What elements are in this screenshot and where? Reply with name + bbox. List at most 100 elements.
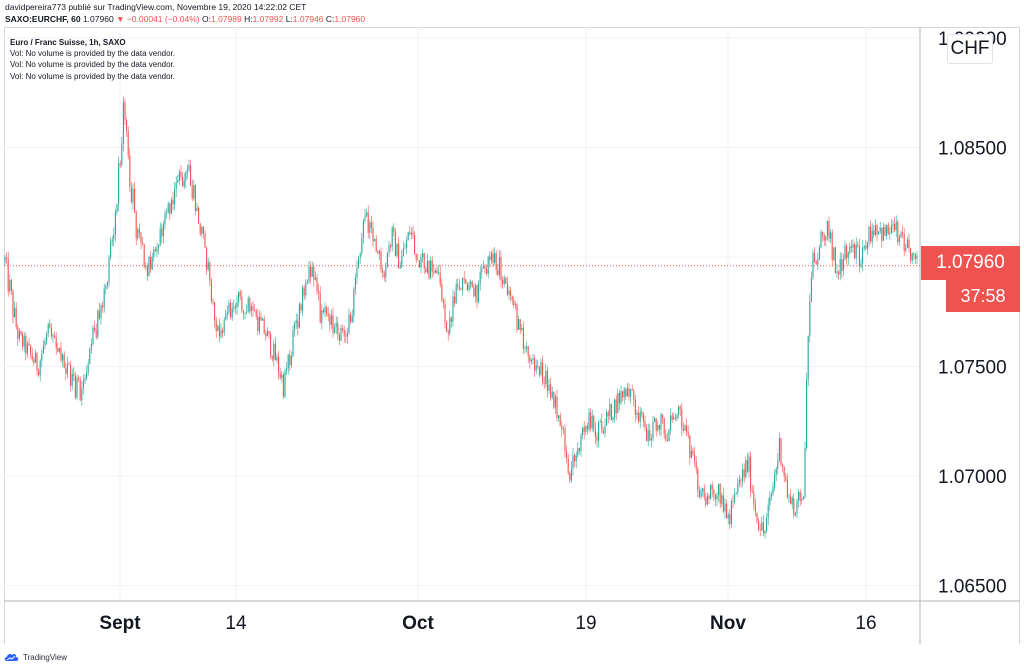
candle-body xyxy=(34,352,36,363)
candle-body xyxy=(383,272,385,278)
candle-body xyxy=(809,301,811,336)
candle-body xyxy=(156,247,158,252)
candle-body xyxy=(42,345,44,354)
candle-body xyxy=(724,503,726,512)
candle-body xyxy=(598,422,600,441)
candle-body xyxy=(743,469,745,478)
high-value: 1.07992 xyxy=(252,14,284,24)
candle-body xyxy=(639,411,641,422)
price-axis-unit-button[interactable]: CHF xyxy=(947,34,993,64)
candle-body xyxy=(81,388,83,401)
candle-body xyxy=(495,253,497,271)
candle-body xyxy=(690,450,692,458)
candle-body xyxy=(666,439,668,442)
candle-body xyxy=(255,310,257,317)
candle-body xyxy=(430,260,432,278)
candle-body xyxy=(716,495,718,500)
candle-body xyxy=(593,415,595,430)
candle-body xyxy=(238,292,240,303)
candle-body xyxy=(415,253,417,260)
candle-body xyxy=(583,427,585,433)
candle-body xyxy=(314,277,316,280)
candle-body xyxy=(361,238,363,254)
candle-body xyxy=(607,412,609,417)
candle-body xyxy=(110,241,112,258)
candle-body xyxy=(36,352,38,371)
candle-body xyxy=(39,360,41,376)
candle-body xyxy=(460,288,462,290)
candle-body xyxy=(881,227,883,241)
candle-body xyxy=(658,424,660,430)
candle-body xyxy=(9,279,11,292)
candle-body xyxy=(638,413,640,422)
candle-body xyxy=(754,504,756,513)
candle-body xyxy=(569,473,571,481)
candle-body xyxy=(471,281,473,288)
price-tick-label: 1.07500 xyxy=(938,358,1007,379)
candle-body xyxy=(478,283,480,302)
candle-body xyxy=(410,232,412,235)
candle-body xyxy=(849,246,851,253)
candle-body xyxy=(726,503,728,519)
candle-body xyxy=(218,325,220,337)
candle-body xyxy=(404,247,406,249)
symbol-label: SAXO:EURCHF, 60 xyxy=(5,14,81,24)
candle-body xyxy=(220,330,222,337)
candle-body xyxy=(63,354,65,369)
price-chart[interactable]: 1.090001.085001.080001.075001.070001.065… xyxy=(4,27,1020,644)
candle-body xyxy=(318,291,320,294)
high-label: H: xyxy=(244,14,253,24)
candle-body xyxy=(17,326,19,339)
candle-body xyxy=(503,277,505,284)
candle-body xyxy=(82,380,84,389)
price-tick-label: 1.06500 xyxy=(938,577,1007,598)
candle-body xyxy=(15,308,17,327)
candle-body xyxy=(558,415,560,418)
candle-body xyxy=(610,403,612,421)
candle-body xyxy=(673,417,675,420)
footer-brand[interactable]: TradingView xyxy=(4,650,67,664)
time-tick-label: Nov xyxy=(710,613,746,634)
candle-body xyxy=(60,347,62,361)
candle-body xyxy=(596,436,598,441)
candle-body xyxy=(370,222,372,228)
candle-body xyxy=(292,330,294,356)
candle-body xyxy=(150,256,152,270)
candle-body xyxy=(898,237,900,243)
candle-body xyxy=(159,228,161,245)
candle-body xyxy=(129,155,131,187)
candle-body xyxy=(646,427,648,442)
candle-body xyxy=(369,222,371,233)
candle-body xyxy=(788,496,790,498)
candle-body xyxy=(502,280,504,284)
candle-body xyxy=(201,226,203,234)
candle-body xyxy=(858,245,860,267)
candle-body xyxy=(127,130,129,156)
candle-body xyxy=(505,277,507,284)
candle-body xyxy=(713,489,715,495)
candle-body xyxy=(863,245,865,248)
candle-body xyxy=(706,495,708,505)
candle-body xyxy=(719,483,721,504)
symbol-line: SAXO:EURCHF, 60 1.07960 ▼ −0.00041 (−0.0… xyxy=(5,14,365,25)
candle-body xyxy=(279,372,281,378)
candle-body xyxy=(617,393,619,414)
candle-body xyxy=(599,421,601,423)
candle-body xyxy=(902,232,904,234)
candle-body xyxy=(514,304,516,306)
candle-body xyxy=(390,245,392,247)
candle-body xyxy=(783,467,785,477)
candle-body xyxy=(450,317,452,322)
candle-body xyxy=(889,232,891,234)
candle-body xyxy=(674,417,676,419)
candle-body xyxy=(777,460,779,469)
candle-body xyxy=(711,485,713,490)
candle-body xyxy=(262,318,264,321)
candle-body xyxy=(102,305,104,308)
candle-body xyxy=(900,232,902,238)
candle-body xyxy=(372,227,374,242)
candle-body xyxy=(844,245,846,260)
candle-body xyxy=(295,320,297,324)
legend-title: Euro / Franc Suisse, 1h, SAXO xyxy=(10,38,126,47)
candle-body xyxy=(145,265,147,267)
